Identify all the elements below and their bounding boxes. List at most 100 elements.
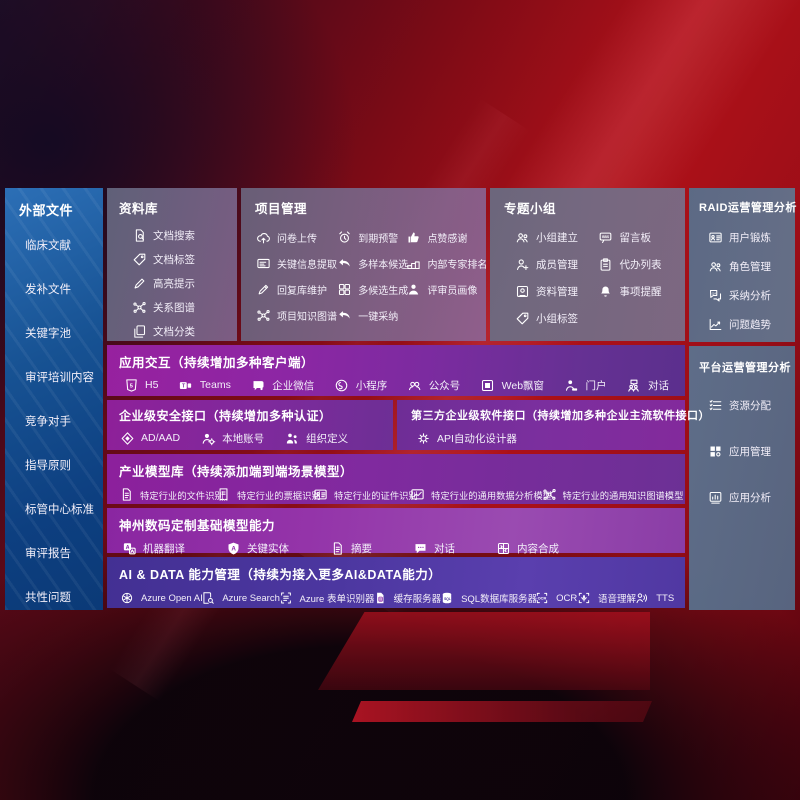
info-card-icon [255, 255, 271, 271]
service-label: 语音理解 [598, 594, 637, 605]
sidebar-item-label: 竞争对手 [25, 416, 71, 428]
feature-label: 应用管理 [729, 445, 771, 458]
feature-label: 问卷上传 [277, 233, 317, 245]
service-label: OCR [556, 592, 578, 604]
industry-model-list: 特定行业的文件识别 特定行业的票据识别 特定行业的证件识别 特定行业的通用数据分… [119, 487, 683, 502]
library-feature-list: 文档搜索 文档标签 高亮提示 关系图谱 文档分类 [119, 227, 229, 339]
feature-label: 用户锻炼 [729, 231, 771, 244]
svg-text:A: A [125, 544, 129, 550]
svg-text:T: T [182, 383, 186, 389]
model-label: 特定行业的通用数据分析模型 [431, 490, 552, 501]
image-chart-icon [410, 487, 425, 502]
knowledge-graph-icon [255, 307, 271, 323]
translate-icon: A [121, 540, 137, 556]
sidebar-item: 竞争对手 [25, 413, 103, 429]
reply-arrow-icon [336, 307, 352, 323]
security-label: 本地账号 [222, 432, 265, 445]
sidebar-item-label: 关键字池 [25, 328, 71, 340]
sidebar-item: 审评报告 [25, 545, 103, 561]
client-label: Teams [199, 379, 231, 391]
feature-item: 多样本候选 [336, 255, 408, 271]
sidebar-item-label: 发补文件 [25, 284, 71, 296]
project-management-panel: 项目管理 问卷上传 到期预警 点赞感谢 关键信息提取 多样本候选 [241, 188, 487, 341]
feature-item: 内部专家排名 [405, 255, 487, 271]
qa-chat-icon: QA [707, 287, 723, 303]
library-panel: 资料库 文档搜索 文档标签 高亮提示 关系图谱 文档分类 [107, 188, 237, 341]
group-feature-list: 小组建立 BBS 留言板 成员管理 代办列表 资料管理 事项提醒 [504, 229, 677, 326]
client-label: 企业微信 [272, 379, 315, 392]
feature-item: 项目知识图谱 [255, 307, 337, 323]
feature-label: 点赞感谢 [427, 233, 468, 245]
model-item: 对话 [412, 540, 455, 556]
security-label: 组织定义 [306, 432, 349, 445]
panel-title: RAID运营管理分析 [699, 202, 797, 214]
platform-feature-list: 资源分配 应用管理 应用分析 [699, 397, 789, 505]
feature-item: 用户锻炼 [707, 229, 789, 245]
service-item: OCR OCR [534, 590, 578, 606]
client-item: 5 H5 [123, 377, 158, 393]
sidebar-item-label: 临床文献 [25, 240, 71, 252]
security-label: AD/AAD [141, 432, 181, 444]
red-glow-bar [352, 701, 652, 722]
feature-label: 多候选生成 [358, 285, 409, 297]
knowledge-graph-icon [542, 487, 557, 502]
feature-item: BBS 留言板 [597, 229, 677, 245]
highlighter-icon [131, 275, 147, 291]
receipt-icon [216, 487, 231, 502]
summary-doc-icon [329, 540, 345, 556]
id-card-icon [707, 229, 723, 245]
client-item: 小程序 [334, 377, 387, 393]
feature-label: 资源分配 [729, 399, 771, 412]
model-item: 特定行业的票据识别 [216, 487, 321, 502]
sidebar-item: 共性问题 [25, 589, 103, 605]
feature-item: 角色管理 [707, 258, 789, 274]
official-account-icon [407, 377, 423, 393]
service-item: 缓存服务器 [372, 590, 441, 606]
model-label: 机器翻译 [143, 542, 185, 555]
feature-item: 到期预警 [336, 229, 403, 245]
feature-item: QA 采纳分析 [707, 287, 789, 303]
apps-grid-icon [707, 443, 723, 459]
pen-icon [255, 281, 271, 297]
openai-icon [119, 590, 135, 606]
id-card-icon [313, 487, 328, 502]
feature-item: 点赞感谢 [405, 229, 478, 245]
alarm-icon [336, 229, 352, 245]
azure-ad-icon [119, 430, 135, 446]
feature-label: 应用分析 [729, 491, 771, 504]
service-label: TTS [656, 592, 675, 604]
service-label: Azure Open AI [141, 592, 203, 604]
model-item: 特定行业的通用数据分析模型 [410, 487, 552, 502]
feature-item: 问题趋势 [707, 316, 789, 332]
client-item: 企业微信 [250, 377, 314, 393]
documents-icon [131, 323, 147, 339]
feature-item: 文档分类 [131, 323, 229, 339]
feature-label: 问题趋势 [729, 318, 771, 331]
sidebar-item-label: 审评报告 [25, 548, 71, 560]
message-board-icon: BBS [597, 229, 613, 245]
compose-icon [495, 540, 511, 556]
chat-bubble-icon [412, 540, 428, 556]
feature-label: 代办列表 [619, 258, 662, 271]
ai-data-capability-row: AI & DATA 能力管理（持续为接入更多AI&DATA能力） Azure O… [107, 557, 685, 608]
form-recognizer-icon [278, 590, 294, 606]
third-party-label: API自动化设计器 [437, 432, 517, 445]
sidebar-item-label: 标管中心标准 [25, 504, 94, 516]
api-gear-icon [415, 430, 431, 446]
model-item: 特定行业的文件识别 [119, 487, 224, 502]
model-item: A 关键实体 [225, 540, 289, 556]
feature-item: 关键信息提取 [255, 255, 337, 271]
feature-label: 资料管理 [536, 285, 578, 298]
reply-arrow-icon [336, 255, 352, 271]
feature-label: 文档搜索 [153, 229, 195, 242]
feature-label: 到期预警 [358, 233, 399, 245]
client-label: 公众号 [428, 379, 461, 392]
svg-text:A: A [231, 545, 236, 552]
feature-label: 文档标签 [153, 253, 195, 266]
wechat-work-icon [250, 377, 266, 393]
html5-icon: 5 [123, 377, 139, 393]
feature-item: 应用管理 [707, 443, 789, 459]
model-label: 摘要 [351, 542, 372, 555]
sidebar-item-label: 指导原则 [25, 460, 71, 472]
